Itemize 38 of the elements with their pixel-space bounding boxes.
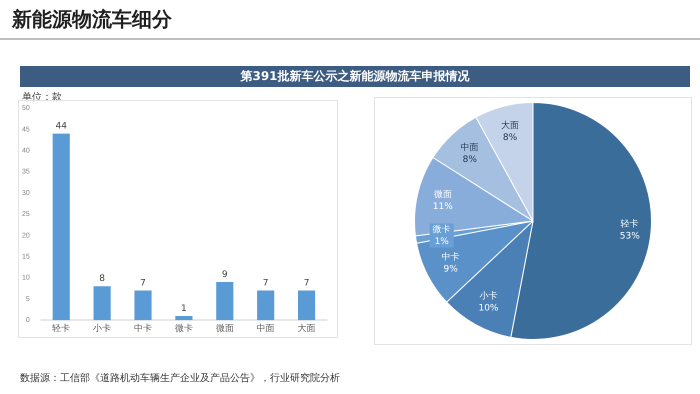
x-tick-label: 小卡 xyxy=(93,323,112,334)
chart-title: 新能源物流车细分 xyxy=(12,6,172,33)
data-label: 1 xyxy=(181,304,187,314)
data-label: 10% xyxy=(478,303,499,314)
data-label: 7 xyxy=(304,278,310,288)
slice-label: 大面 xyxy=(501,120,520,131)
data-label: 8 xyxy=(99,274,106,284)
x-tick-label: 中面 xyxy=(256,323,275,334)
data-label: 9 xyxy=(222,270,228,280)
bar xyxy=(298,290,316,320)
data-label: 53% xyxy=(620,231,640,242)
slice-label: 微面 xyxy=(434,189,452,200)
data-label: 8% xyxy=(502,132,518,143)
slice-label: 微卡 xyxy=(432,224,451,235)
data-label: 9% xyxy=(444,264,458,274)
data-label: 44 xyxy=(56,121,68,132)
x-tick-label: 微面 xyxy=(216,323,234,334)
bar xyxy=(257,290,274,320)
x-tick-label: 大面 xyxy=(298,323,316,334)
bar xyxy=(216,282,234,320)
bar xyxy=(134,290,152,320)
slice-label: 小卡 xyxy=(479,290,498,302)
data-label: 8% xyxy=(462,154,478,165)
bar xyxy=(94,286,111,320)
slice-label: 轻卡 xyxy=(620,218,639,230)
data-label: 7 xyxy=(262,278,269,288)
bar xyxy=(52,134,70,320)
data-label: 1% xyxy=(434,236,450,247)
x-tick-label: 微卡 xyxy=(174,323,193,334)
data-label: 7 xyxy=(140,278,146,288)
x-tick-label: 中卡 xyxy=(134,323,152,334)
data-label: 11% xyxy=(432,202,454,212)
bar xyxy=(175,316,192,320)
x-tick-label: 轻卡 xyxy=(52,323,70,334)
text: 第391批新车公示之新能源物流车申报情况 xyxy=(20,66,690,87)
text: 数据源：工信部《道路机动车辆生产企业及产品公告》，行业研究院分析 xyxy=(20,372,340,385)
slice-label: 中面 xyxy=(460,142,479,153)
slice-label: 中卡 xyxy=(442,251,460,262)
